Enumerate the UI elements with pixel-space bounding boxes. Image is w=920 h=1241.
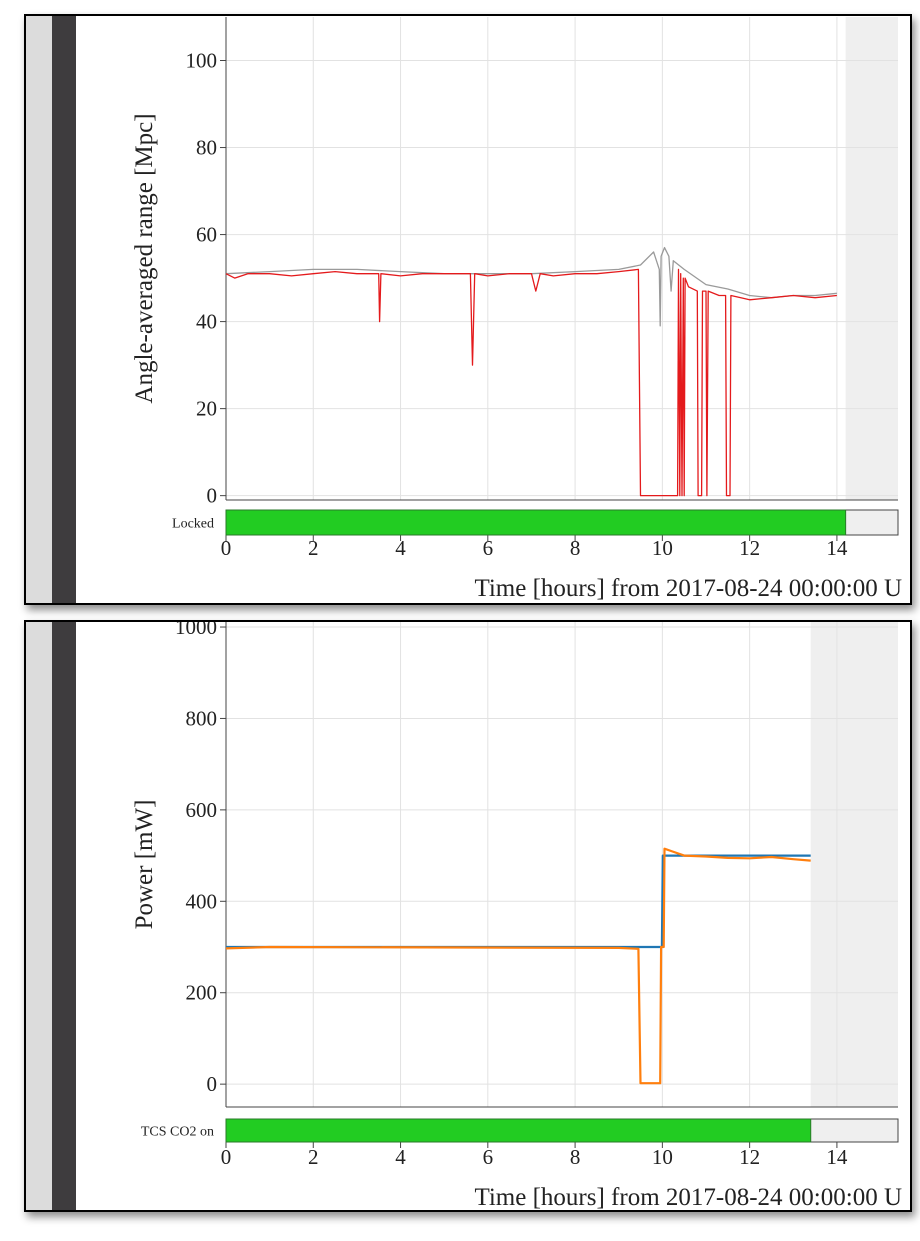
- segment-label: Locked: [172, 517, 214, 532]
- y-tick-label: 100: [186, 49, 218, 73]
- segment: [225, 509, 847, 536]
- y-tick-label: 0: [207, 1072, 218, 1096]
- x-tick-label: 10: [652, 1145, 673, 1169]
- y-tick-label: 400: [186, 889, 218, 913]
- series-line: [225, 246, 837, 327]
- panel: 0 20 40 60 80 100 0 2 4 6 8 10 12 14 Locked Time [hours…: [24, 14, 912, 605]
- sidebar: [52, 622, 76, 1210]
- x-tick-label: 6: [483, 1145, 494, 1169]
- segment: [225, 1118, 812, 1143]
- panel: 0 200 400 600 800 1000 0 2 4 6 8 10 12 14 TCS CO2 on Ti…: [24, 620, 912, 1212]
- y-axis-label: Angle-averaged range [Mpc]: [131, 113, 158, 403]
- x-tick-label: 4: [395, 1145, 406, 1169]
- series-line: [225, 268, 837, 497]
- x-tick-label: 12: [739, 536, 760, 560]
- x-tick-label: 6: [483, 536, 494, 560]
- shaded-region: [845, 17, 898, 500]
- x-tick-label: 0: [221, 536, 232, 560]
- y-tick-label: 80: [196, 136, 217, 160]
- y-tick-label: 1000: [175, 622, 217, 639]
- y-tick-label: 40: [196, 310, 217, 334]
- x-axis-label: Time [hours] from 2017-08-24 00:00:00 U: [474, 1184, 902, 1210]
- x-tick-label: 14: [826, 1145, 848, 1169]
- x-tick-label: 4: [395, 536, 406, 560]
- sidebar: [52, 16, 76, 603]
- x-tick-label: 2: [308, 1145, 319, 1169]
- y-tick-label: 20: [196, 397, 217, 421]
- x-axis-label: Time [hours] from 2017-08-24 00:00:00 U: [474, 575, 902, 602]
- series-line: [225, 847, 811, 1085]
- sidebar: [26, 16, 52, 603]
- x-tick-label: 12: [739, 1145, 760, 1169]
- segment-label: TCS CO2 on: [141, 1125, 214, 1140]
- x-tick-label: 14: [826, 536, 848, 560]
- y-tick-label: 0: [207, 484, 218, 508]
- y-tick-label: 200: [186, 981, 218, 1005]
- y-tick-label: 60: [196, 223, 217, 247]
- x-tick-label: 2: [308, 536, 319, 560]
- x-tick-label: 0: [221, 1145, 232, 1169]
- x-tick-label: 8: [570, 536, 581, 560]
- y-tick-label: 600: [186, 798, 218, 822]
- y-tick-label: 800: [186, 706, 218, 730]
- shaded-region: [810, 622, 898, 1107]
- x-tick-label: 8: [570, 1145, 581, 1169]
- chart: 0 200 400 600 800 1000 0 2 4 6 8 10 12 14 TCS CO2 on Ti…: [131, 622, 902, 1210]
- y-axis-label: Power [mW]: [131, 800, 158, 930]
- chart: 0 20 40 60 80 100 0 2 4 6 8 10 12 14 Locked Time [hours…: [131, 17, 902, 602]
- sidebar: [26, 622, 52, 1210]
- x-tick-label: 10: [652, 536, 673, 560]
